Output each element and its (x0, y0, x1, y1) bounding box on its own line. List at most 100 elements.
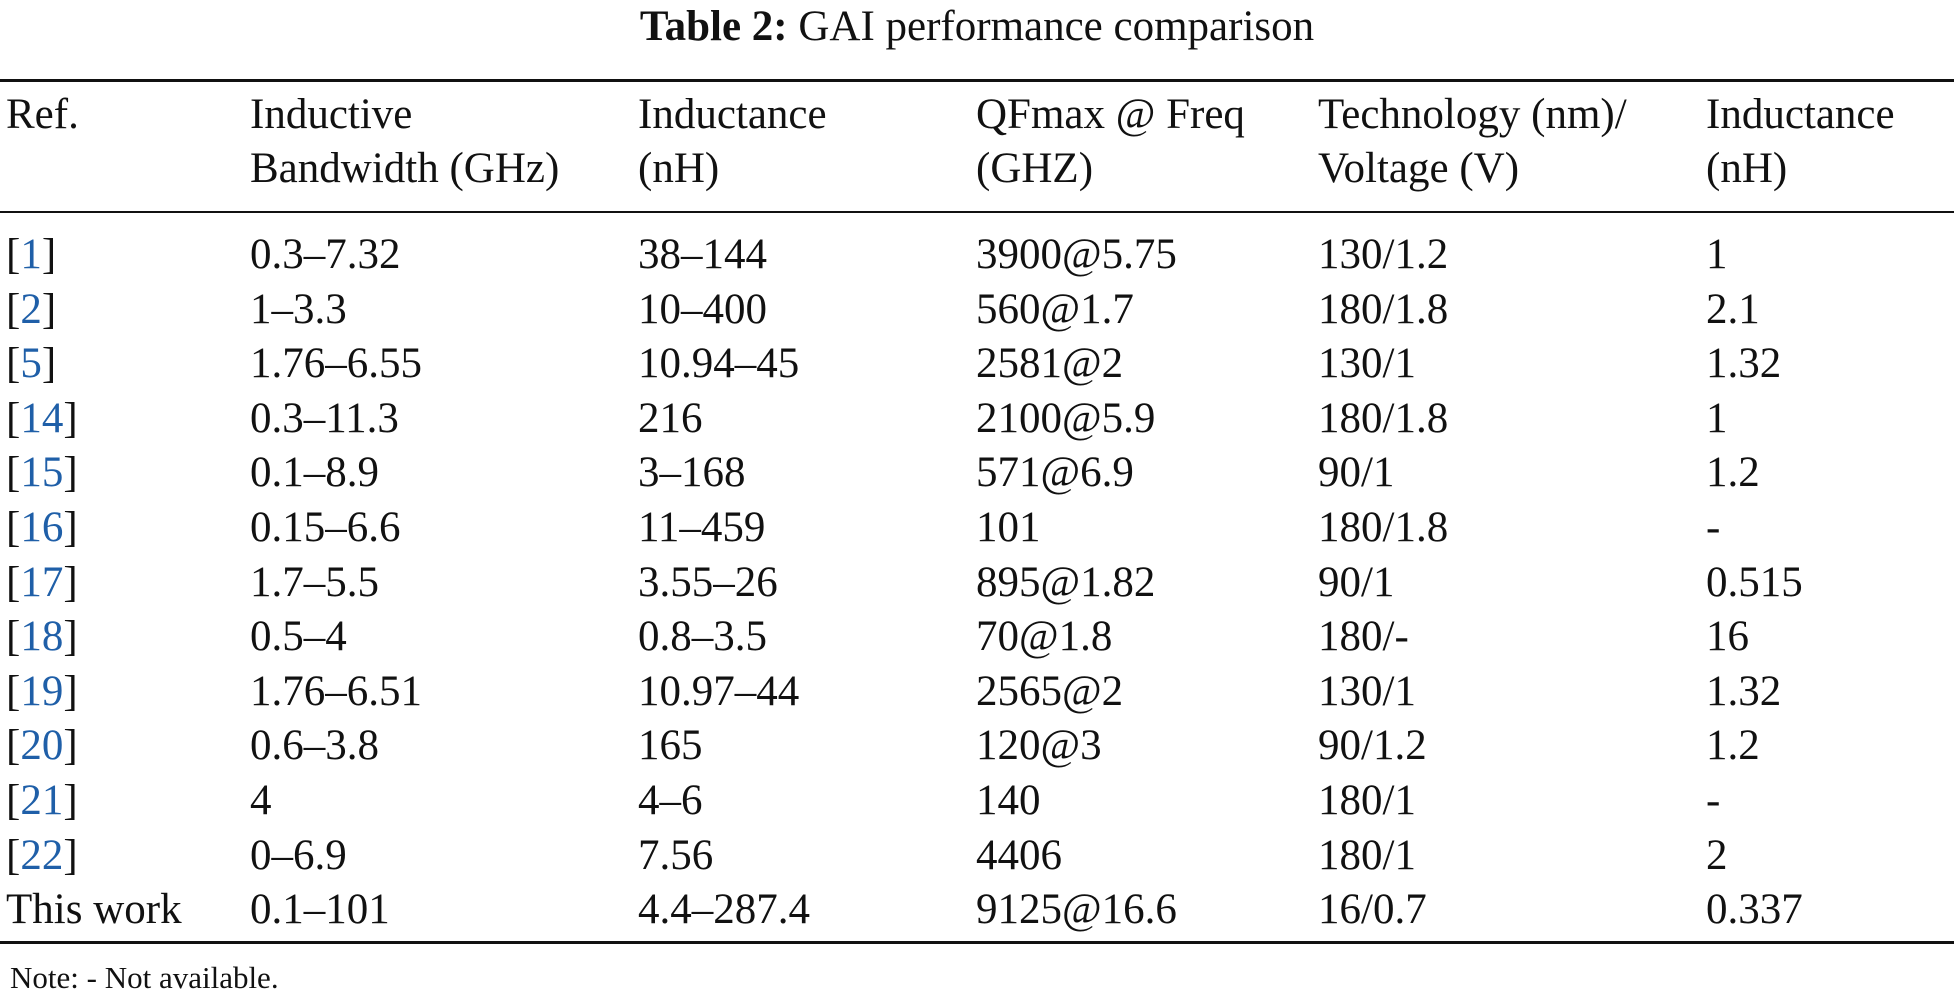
table-top-rule (0, 79, 1954, 82)
ref-bracket-close: ] (63, 722, 78, 769)
inductance-cell: 7.56 (638, 832, 714, 879)
ref-link[interactable]: 15 (20, 449, 64, 496)
inductance-2-cell: 1.2 (1706, 449, 1760, 496)
header-inductance-line1: Inductance (638, 91, 827, 138)
header-ref-line1: Ref. (6, 91, 79, 138)
ref-cell[interactable]: [18] (6, 610, 78, 664)
header-ref: Ref. (6, 88, 79, 142)
inductance-2-cell: 2.1 (1706, 286, 1760, 333)
ref-cell[interactable]: [22] (6, 829, 78, 883)
ref-cell[interactable]: [14] (6, 392, 78, 446)
inductance-2-cell: 1 (1706, 231, 1728, 278)
ref-bracket-close: ] (63, 504, 78, 551)
ref-link[interactable]: 16 (20, 504, 64, 551)
ref-cell[interactable]: [17] (6, 556, 78, 610)
ref-link[interactable]: 20 (20, 722, 64, 769)
ref-link[interactable]: 22 (20, 832, 64, 879)
ref-bracket-open: [ (6, 777, 21, 824)
ref-bracket-open: [ (6, 832, 21, 879)
inductance-2-cell: 0.515 (1706, 559, 1803, 606)
ref-link[interactable]: 18 (20, 613, 64, 660)
ref-bracket-close: ] (41, 340, 57, 387)
qfmax-cell: 3900@5.75 (976, 231, 1177, 278)
table-caption-label: Table 2: (639, 3, 788, 50)
table-header-rule (0, 211, 1954, 213)
ref-cell[interactable]: [21] (6, 774, 78, 828)
table-row: [16] 0.15–6.6 11–459 101 180/1.8 - (0, 501, 1954, 555)
inductance-cell: 10.94–45 (638, 340, 800, 387)
ref-bracket-close: ] (63, 395, 78, 442)
technology-cell: 180/1.8 (1318, 504, 1449, 551)
bandwidth-cell: 0.1–101 (250, 886, 390, 933)
technology-cell: 90/1 (1318, 559, 1395, 606)
bandwidth-cell: 0.15–6.6 (250, 504, 401, 551)
technology-cell: 90/1 (1318, 449, 1395, 496)
technology-cell: 180/1 (1318, 832, 1416, 879)
ref-link[interactable]: 5 (20, 340, 42, 387)
ref-cell[interactable]: [20] (6, 719, 78, 773)
ref-link[interactable]: 21 (20, 777, 64, 824)
ref-bracket-close: ] (41, 231, 57, 278)
ref-bracket-close: ] (63, 613, 78, 660)
ref-cell[interactable]: [2] (6, 283, 56, 337)
inductance-cell: 216 (638, 395, 703, 442)
ref-link[interactable]: 19 (20, 668, 64, 715)
ref-text: This work (6, 886, 182, 933)
ref-link[interactable]: 2 (20, 286, 42, 333)
qfmax-cell: 2100@5.9 (976, 395, 1156, 442)
ref-cell[interactable]: [16] (6, 501, 78, 555)
table-bottom-rule (0, 941, 1954, 944)
bandwidth-cell: 0.1–8.9 (250, 449, 379, 496)
technology-cell: 180/1 (1318, 777, 1416, 824)
qfmax-cell: 120@3 (976, 722, 1102, 769)
ref-link[interactable]: 17 (20, 559, 64, 606)
ref-bracket-close: ] (63, 668, 78, 715)
inductance-cell: 0.8–3.5 (638, 613, 767, 660)
header-bandwidth-line1: Inductive (250, 91, 413, 138)
qfmax-cell: 895@1.82 (976, 559, 1156, 606)
inductance-cell: 4–6 (638, 777, 703, 824)
ref-bracket-close: ] (63, 559, 78, 606)
qfmax-cell: 2581@2 (976, 340, 1124, 387)
header-qfmax-line1: QFmax @ Freq (976, 91, 1245, 138)
ref-bracket-close: ] (41, 286, 57, 333)
ref-cell[interactable]: [1] (6, 228, 56, 282)
inductance-2-cell: - (1706, 777, 1721, 824)
technology-cell: 130/1.2 (1318, 231, 1449, 278)
inductance-2-cell: 1.32 (1706, 668, 1782, 715)
inductance-2-cell: 2 (1706, 832, 1728, 879)
table-caption: Table 2: GAI performance comparison (0, 2, 1954, 52)
table-note: Note: - Not available. (10, 960, 279, 995)
technology-cell: 130/1 (1318, 340, 1416, 387)
bandwidth-cell: 0–6.9 (250, 832, 347, 879)
ref-bracket-close: ] (63, 449, 78, 496)
table-row: [2] 1–3.3 10–400 560@1.7 180/1.8 2.1 (0, 283, 1954, 337)
table-row: [19] 1.76–6.51 10.97–44 2565@2 130/1 1.32 (0, 665, 1954, 719)
ref-cell[interactable]: [15] (6, 446, 78, 500)
qfmax-cell: 4406 (976, 832, 1062, 879)
header-bandwidth-line2: Bandwidth (GHz) (250, 145, 560, 192)
inductance-2-cell: - (1706, 504, 1721, 551)
qfmax-cell: 560@1.7 (976, 286, 1134, 333)
ref-cell[interactable]: [5] (6, 337, 56, 391)
header-inductance-2: Inductance (nH) (1706, 88, 1895, 196)
qfmax-cell: 101 (976, 504, 1041, 551)
technology-cell: 90/1.2 (1318, 722, 1427, 769)
ref-bracket-open: [ (6, 395, 21, 442)
inductance-2-cell: 16 (1706, 613, 1749, 660)
ref-bracket-open: [ (6, 286, 21, 333)
ref-bracket-close: ] (63, 832, 78, 879)
technology-cell: 130/1 (1318, 668, 1416, 715)
table-row: [22] 0–6.9 7.56 4406 180/1 2 (0, 829, 1954, 883)
bandwidth-cell: 0.3–11.3 (250, 395, 399, 442)
inductance-cell: 3–168 (638, 449, 746, 496)
header-qfmax-line2: (GHZ) (976, 145, 1094, 192)
technology-cell: 16/0.7 (1318, 886, 1427, 933)
bandwidth-cell: 0.3–7.32 (250, 231, 401, 278)
qfmax-cell: 9125@16.6 (976, 886, 1177, 933)
ref-cell[interactable]: [19] (6, 665, 78, 719)
ref-link[interactable]: 1 (20, 231, 42, 278)
table-row: [18] 0.5–4 0.8–3.5 70@1.8 180/- 16 (0, 610, 1954, 664)
qfmax-cell: 2565@2 (976, 668, 1124, 715)
ref-link[interactable]: 14 (20, 395, 64, 442)
